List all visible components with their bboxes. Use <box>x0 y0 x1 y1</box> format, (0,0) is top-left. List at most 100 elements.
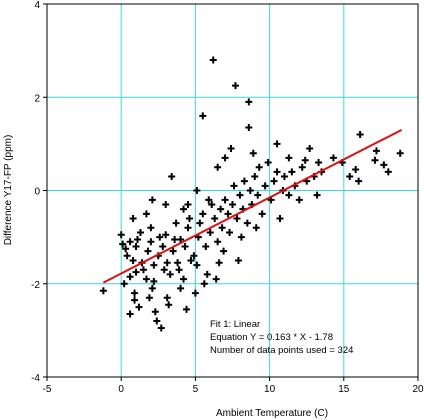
data-point <box>298 163 306 171</box>
data-point <box>384 168 392 176</box>
data-point <box>131 289 139 297</box>
data-point <box>122 245 130 253</box>
data-point <box>131 296 139 304</box>
data-point <box>224 210 232 218</box>
data-point <box>185 214 193 222</box>
data-point <box>214 163 222 171</box>
data-point <box>153 317 161 325</box>
x-tick-label: 10 <box>264 384 276 395</box>
y-tick-labels: -4 -2 0 2 4 <box>31 0 40 384</box>
y-tick-label: 0 <box>34 187 40 198</box>
linear-fit-line <box>102 128 403 284</box>
data-point <box>221 196 229 204</box>
data-point <box>135 303 143 311</box>
x-tick-label: 20 <box>412 384 424 395</box>
data-point <box>245 98 253 106</box>
data-point <box>199 210 207 218</box>
data-point <box>162 200 170 208</box>
data-point <box>159 242 167 250</box>
fit-point-count: Number of data points used = 324 <box>210 345 353 356</box>
data-point <box>288 168 296 176</box>
data-point <box>209 56 217 64</box>
x-tick-label: 5 <box>193 384 199 395</box>
data-points <box>99 56 404 332</box>
data-point <box>196 219 204 227</box>
data-point <box>261 182 269 190</box>
data-point <box>119 240 127 248</box>
data-point <box>145 294 153 302</box>
data-point <box>147 224 155 232</box>
data-point <box>174 259 182 267</box>
data-point <box>220 247 228 255</box>
data-point <box>230 182 238 190</box>
data-point <box>193 261 201 269</box>
data-point <box>157 324 165 332</box>
data-point <box>218 224 226 232</box>
data-point <box>355 177 363 185</box>
data-point <box>175 266 183 274</box>
data-point <box>306 145 314 153</box>
data-point <box>136 228 144 236</box>
data-point <box>352 166 360 174</box>
data-point <box>126 238 134 246</box>
data-point <box>132 268 140 276</box>
data-point <box>163 294 171 302</box>
x-tick-label: -5 <box>43 384 52 395</box>
data-point <box>214 238 222 246</box>
data-point <box>372 147 380 155</box>
data-point <box>217 205 225 213</box>
data-point <box>240 177 248 185</box>
fit-label: Fit 1: Linear <box>210 319 260 330</box>
tick-marks <box>43 3 419 381</box>
data-point <box>233 214 241 222</box>
data-point <box>229 200 236 208</box>
data-point <box>251 173 259 181</box>
data-point <box>117 231 125 239</box>
data-point <box>206 228 214 236</box>
data-point <box>160 266 168 274</box>
x-axis-title: Ambient Temperature (C) <box>216 408 328 419</box>
data-point <box>193 187 201 194</box>
x-tick-label: 0 <box>118 384 124 395</box>
grid-lines <box>47 4 418 377</box>
data-point <box>285 154 293 162</box>
data-point <box>168 173 176 181</box>
data-point <box>280 173 288 181</box>
data-point <box>245 124 253 132</box>
data-point <box>187 256 195 264</box>
data-point <box>315 159 323 167</box>
data-point <box>120 280 128 288</box>
data-point <box>329 154 337 162</box>
data-point <box>132 242 140 250</box>
data-point <box>134 235 142 243</box>
data-point <box>212 275 220 283</box>
data-point <box>190 252 198 260</box>
data-point <box>249 149 257 157</box>
data-point <box>144 247 152 255</box>
data-point <box>258 210 266 218</box>
data-point <box>254 191 262 199</box>
x-tick-label: 15 <box>338 384 350 395</box>
data-point <box>396 149 404 157</box>
data-point <box>285 191 293 199</box>
data-point <box>162 231 170 239</box>
x-tick-labels: -5 0 5 10 15 20 <box>43 384 424 395</box>
data-point <box>142 275 150 283</box>
data-point <box>264 159 272 167</box>
data-point <box>150 261 158 269</box>
data-point <box>380 161 388 169</box>
data-point <box>151 308 159 316</box>
data-point <box>301 156 309 164</box>
data-point <box>126 273 134 281</box>
y-axis-title: Difference Y17-FP (ppm) <box>3 135 14 246</box>
data-point <box>191 289 199 297</box>
data-point <box>180 205 188 213</box>
data-point <box>237 233 245 241</box>
data-point <box>208 200 216 208</box>
data-point <box>221 154 229 162</box>
data-point <box>126 310 134 318</box>
data-point <box>184 200 192 208</box>
data-point <box>156 233 164 241</box>
data-point <box>252 224 260 232</box>
